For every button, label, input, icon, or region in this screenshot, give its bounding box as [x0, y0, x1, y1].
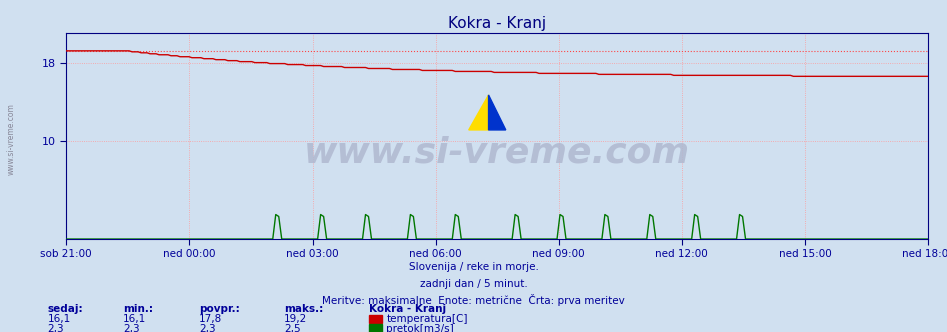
Text: www.si-vreme.com: www.si-vreme.com	[7, 104, 16, 175]
Text: Slovenija / reke in morje.: Slovenija / reke in morje.	[408, 262, 539, 272]
Text: povpr.:: povpr.:	[199, 304, 240, 314]
Text: pretok[m3/s]: pretok[m3/s]	[386, 324, 455, 332]
Text: Meritve: maksimalne  Enote: metrične  Črta: prva meritev: Meritve: maksimalne Enote: metrične Črta…	[322, 294, 625, 306]
Text: 2,3: 2,3	[47, 324, 64, 332]
Text: sedaj:: sedaj:	[47, 304, 83, 314]
Polygon shape	[469, 95, 489, 130]
Polygon shape	[489, 95, 506, 130]
Text: 2,5: 2,5	[284, 324, 301, 332]
Text: Kokra - Kranj: Kokra - Kranj	[369, 304, 446, 314]
Text: 2,3: 2,3	[123, 324, 140, 332]
Text: 16,1: 16,1	[123, 314, 147, 324]
Text: min.:: min.:	[123, 304, 153, 314]
Text: temperatura[C]: temperatura[C]	[386, 314, 468, 324]
Title: Kokra - Kranj: Kokra - Kranj	[448, 16, 546, 31]
Text: maks.:: maks.:	[284, 304, 323, 314]
Text: 17,8: 17,8	[199, 314, 223, 324]
Text: www.si-vreme.com: www.si-vreme.com	[304, 135, 690, 170]
Text: 2,3: 2,3	[199, 324, 216, 332]
Text: zadnji dan / 5 minut.: zadnji dan / 5 minut.	[420, 279, 527, 289]
Text: 16,1: 16,1	[47, 314, 71, 324]
Text: 19,2: 19,2	[284, 314, 308, 324]
